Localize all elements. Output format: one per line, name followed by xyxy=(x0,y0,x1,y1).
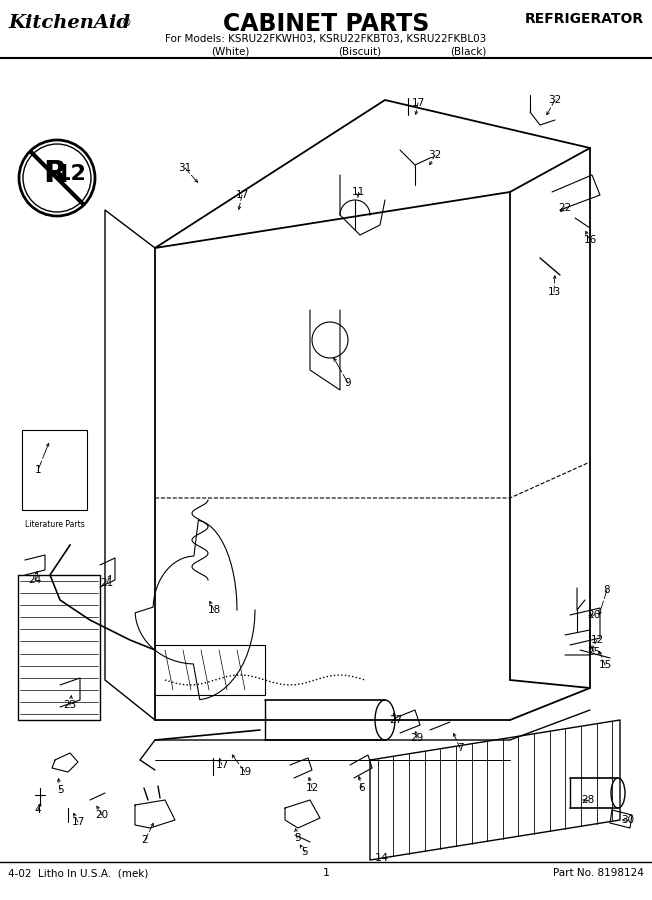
Text: 1: 1 xyxy=(35,465,41,475)
Text: Literature Parts: Literature Parts xyxy=(25,520,85,529)
Text: 20: 20 xyxy=(95,810,109,820)
Text: 9: 9 xyxy=(345,378,351,388)
Text: 5: 5 xyxy=(57,785,63,795)
Text: 3: 3 xyxy=(293,833,301,843)
Text: 6: 6 xyxy=(359,783,365,793)
Text: 32: 32 xyxy=(428,150,441,160)
Text: 12: 12 xyxy=(305,783,319,793)
Text: R: R xyxy=(43,159,67,188)
Text: 14: 14 xyxy=(375,853,389,863)
Text: 13: 13 xyxy=(548,287,561,297)
Text: 4: 4 xyxy=(35,805,41,815)
Text: 7: 7 xyxy=(456,743,464,753)
Text: 17: 17 xyxy=(235,190,248,200)
Text: 2: 2 xyxy=(141,835,148,845)
Text: 28: 28 xyxy=(582,795,595,805)
Text: 15: 15 xyxy=(599,660,612,670)
Text: 16: 16 xyxy=(584,235,597,245)
Text: 29: 29 xyxy=(410,733,424,743)
Text: 30: 30 xyxy=(621,815,634,825)
Text: 32: 32 xyxy=(548,95,561,105)
Text: 19: 19 xyxy=(239,767,252,777)
Text: 17: 17 xyxy=(411,98,424,108)
Text: 4-02  Litho In U.S.A.  (mek): 4-02 Litho In U.S.A. (mek) xyxy=(8,868,149,878)
Text: 22: 22 xyxy=(558,203,572,213)
Text: 24: 24 xyxy=(29,575,42,585)
Text: 17: 17 xyxy=(71,817,85,827)
Text: KitchenAid: KitchenAid xyxy=(8,14,130,32)
Text: 12: 12 xyxy=(55,164,87,184)
Text: 11: 11 xyxy=(351,187,364,197)
Text: ®: ® xyxy=(122,18,132,28)
Text: (Biscuit): (Biscuit) xyxy=(338,46,381,56)
Text: 1: 1 xyxy=(323,868,329,878)
Text: CABINET PARTS: CABINET PARTS xyxy=(223,12,429,36)
Text: 31: 31 xyxy=(179,163,192,173)
Text: REFRIGERATOR: REFRIGERATOR xyxy=(525,12,644,26)
Text: 18: 18 xyxy=(207,605,220,615)
Text: 27: 27 xyxy=(389,715,403,725)
Text: Part No. 8198124: Part No. 8198124 xyxy=(553,868,644,878)
Text: 8: 8 xyxy=(604,585,610,595)
Text: 21: 21 xyxy=(100,578,113,588)
Text: 12: 12 xyxy=(590,635,604,645)
Text: (White): (White) xyxy=(211,46,249,56)
Text: 25: 25 xyxy=(587,647,600,657)
Text: For Models: KSRU22FKWH03, KSRU22FKBT03, KSRU22FKBL03: For Models: KSRU22FKWH03, KSRU22FKBT03, … xyxy=(166,34,486,44)
Text: 23: 23 xyxy=(63,700,77,710)
Text: 5: 5 xyxy=(302,847,308,857)
Text: 17: 17 xyxy=(215,760,229,770)
Bar xyxy=(22,430,87,510)
Text: (Black): (Black) xyxy=(450,46,486,56)
Text: 26: 26 xyxy=(587,610,600,620)
